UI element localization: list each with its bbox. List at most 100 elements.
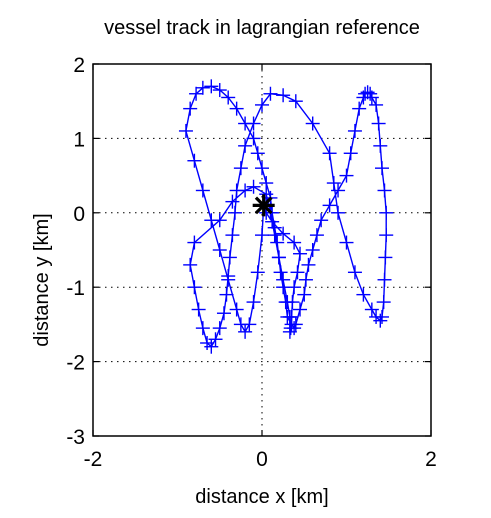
y-tick-label: 0 (73, 203, 85, 226)
data-point (373, 313, 388, 328)
data-point (246, 295, 261, 310)
data-point (377, 272, 392, 287)
data-point (221, 272, 236, 287)
origin-asterisk-marker (252, 194, 275, 217)
data-point (358, 86, 373, 101)
data-point (305, 243, 320, 257)
data-point (187, 280, 202, 295)
data-point (221, 90, 236, 105)
data-point (326, 176, 341, 191)
data-point (287, 321, 302, 336)
data-point (225, 194, 240, 209)
data-point (347, 123, 362, 138)
data-point (204, 213, 219, 228)
data-point (183, 101, 198, 116)
data-point (246, 179, 261, 194)
x-tick-label: -2 (84, 448, 103, 471)
data-point (270, 235, 285, 250)
data-point (255, 97, 269, 112)
data-point (212, 243, 227, 257)
data-point (331, 183, 346, 198)
data-point (339, 235, 354, 250)
data-point (183, 257, 198, 272)
data-point (229, 183, 244, 198)
data-point (187, 235, 202, 250)
data-point (278, 295, 293, 310)
data-point (309, 228, 324, 243)
y-tick-label: 1 (73, 128, 85, 151)
data-point (374, 309, 389, 324)
data-point (189, 86, 204, 101)
data-point (229, 101, 244, 116)
data-point (288, 94, 303, 109)
data-point (284, 317, 299, 332)
data-point (376, 295, 391, 310)
data-point (373, 138, 388, 153)
data-point (229, 302, 244, 317)
data-point (263, 86, 278, 101)
data-point (280, 309, 295, 324)
data-point (293, 302, 308, 317)
data-point (371, 116, 386, 131)
data-point (305, 116, 320, 131)
data-point (195, 183, 210, 198)
data-point (195, 80, 210, 95)
data-point (297, 287, 312, 302)
data-point (369, 97, 384, 112)
annotation-layer (252, 194, 275, 217)
data-point (377, 183, 392, 198)
data-point (225, 228, 240, 243)
data-point (379, 228, 394, 243)
data-point (347, 265, 362, 280)
data-point (322, 146, 337, 161)
data-point (250, 265, 265, 280)
series-layer (178, 79, 394, 354)
data-point (250, 146, 265, 161)
data-point (255, 161, 269, 176)
x-tick-label: 0 (256, 448, 268, 471)
data-point (298, 272, 313, 287)
data-point (255, 228, 269, 243)
data-point (379, 205, 394, 220)
data-point (322, 198, 337, 213)
y-tick-label: -3 (66, 426, 85, 449)
data-point (204, 79, 219, 94)
data-point (276, 280, 291, 295)
data-point (233, 161, 248, 176)
chart-title: vessel track in lagrangian reference (104, 17, 420, 39)
data-point (352, 101, 367, 116)
data-point (364, 302, 379, 317)
data-point (222, 250, 237, 265)
y-axis-label: distance y [km] (31, 213, 53, 346)
data-point (212, 321, 227, 336)
data-point (216, 306, 231, 321)
data-point (331, 205, 346, 220)
data-point (314, 213, 329, 228)
x-axis-label: distance x [km] (195, 486, 328, 508)
data-point (356, 90, 371, 105)
y-tick-label: -1 (66, 277, 85, 300)
data-point (191, 302, 206, 317)
data-point (178, 123, 193, 138)
data-point (208, 332, 223, 347)
x-axis-ticks: -2 0 2 (84, 64, 437, 471)
data-point (356, 287, 371, 302)
data-point (238, 324, 253, 339)
x-tick-label: 2 (425, 448, 437, 471)
data-point (293, 246, 308, 261)
y-tick-label: 2 (73, 54, 85, 77)
data-point (343, 146, 358, 161)
data-point (246, 131, 261, 146)
data-point (242, 317, 257, 332)
data-point (378, 250, 393, 265)
data-point (273, 265, 288, 280)
y-axis-ticks: -3 -2 -1 0 1 2 (66, 54, 431, 449)
data-point (259, 176, 274, 191)
data-point (204, 339, 219, 354)
data-point (287, 235, 302, 250)
data-point (276, 88, 291, 103)
y-tick-label: -2 (66, 352, 85, 375)
data-point (212, 83, 227, 98)
